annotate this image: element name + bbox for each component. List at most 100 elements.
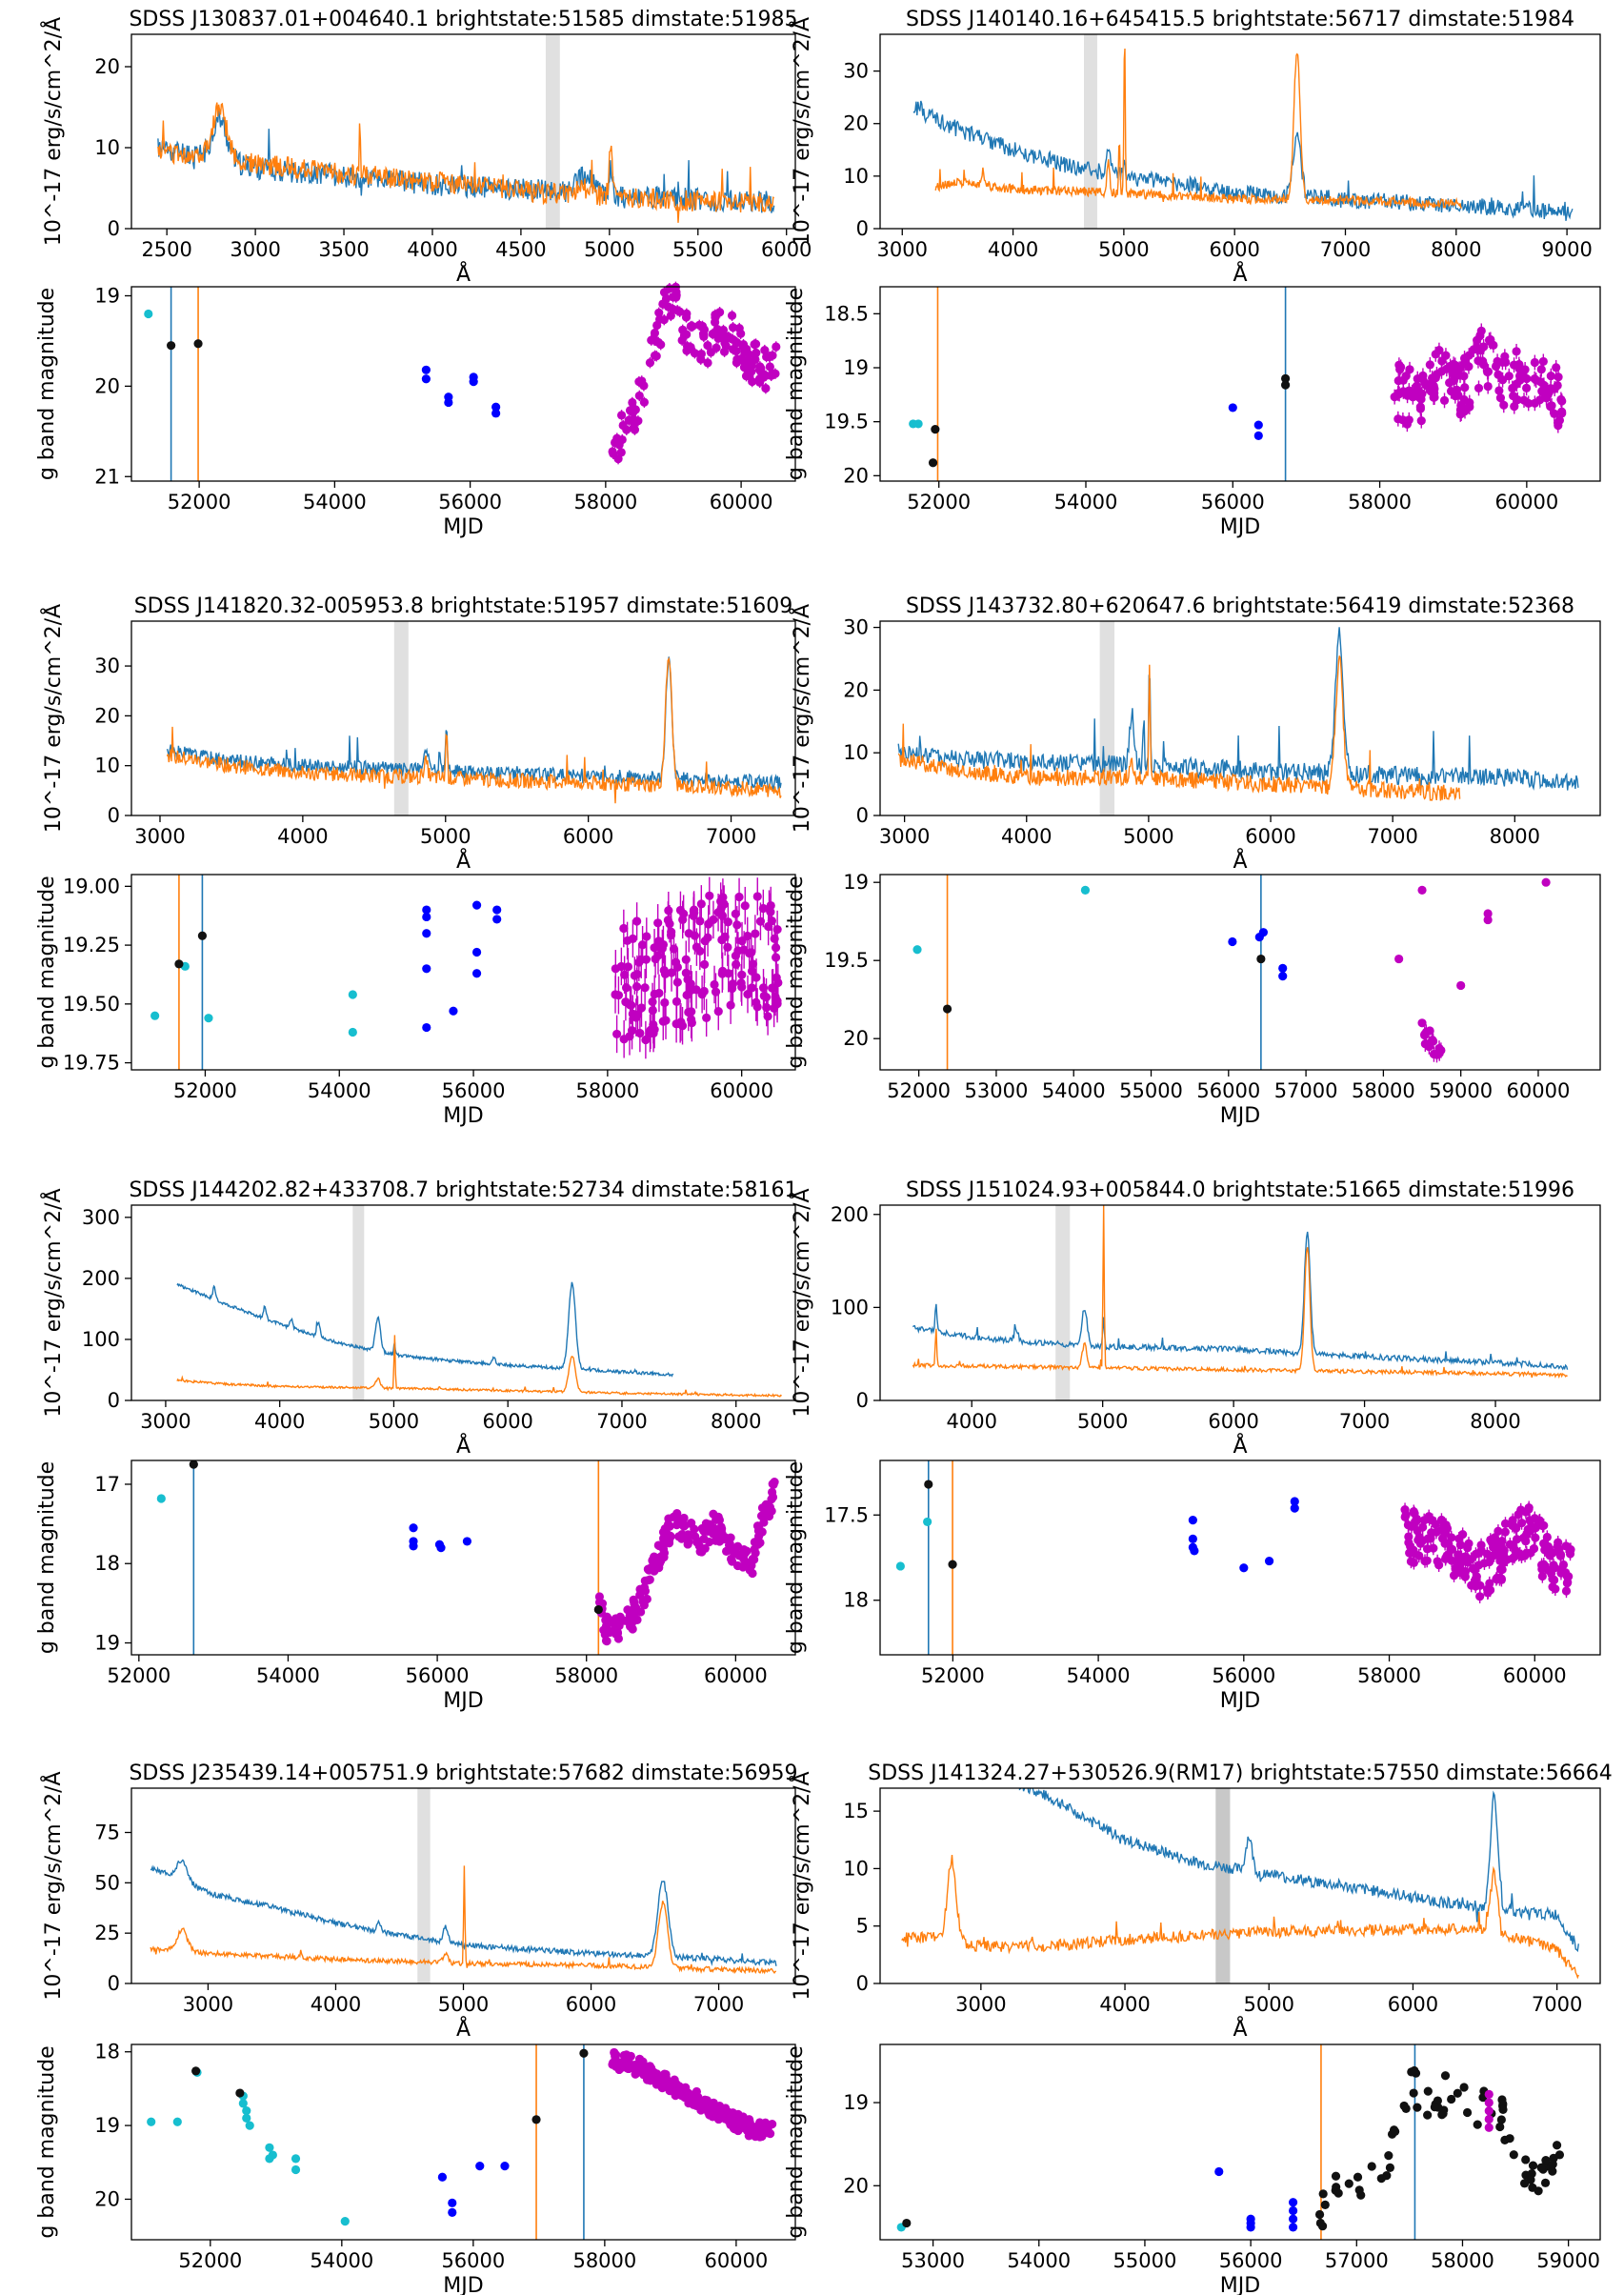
magenta-point [617, 434, 627, 445]
lightcurve-xtick-label: 59000 [1429, 1079, 1493, 1102]
black-point [1453, 2088, 1462, 2098]
spectrum-bright-line [912, 1231, 1569, 1371]
lightcurve-xtick-label: 56000 [1196, 1079, 1260, 1102]
magenta-point [628, 1624, 637, 1634]
spectrum-xtick-label: 5000 [584, 238, 634, 261]
lightcurve-ytick-label: 19.00 [63, 875, 120, 897]
magenta-point [677, 1530, 687, 1540]
magenta-point [1490, 1533, 1500, 1542]
magenta-point [705, 1537, 714, 1547]
spectrum-plot: 3000 4000 5000 6000 7000 0 10 20 30 Å 10^-17 erg/s… [40, 594, 796, 874]
magenta-point [677, 2091, 687, 2101]
magenta-point [696, 354, 706, 364]
magenta-point [1476, 326, 1486, 335]
magenta-point [720, 331, 730, 341]
lightcurve-xtick-label: 58000 [1352, 1079, 1415, 1102]
magenta-point [645, 2062, 654, 2071]
magenta-point [1474, 1548, 1484, 1558]
spectrum-lines [157, 102, 775, 223]
black-point [1548, 2160, 1557, 2169]
magenta-point [697, 990, 707, 999]
blue-point [491, 409, 501, 418]
magenta-point [1499, 1558, 1509, 1567]
magenta-point [650, 943, 659, 953]
magenta-point [761, 384, 771, 393]
magenta-point [1434, 1048, 1444, 1058]
blue-point [1253, 431, 1263, 440]
panel-title: SDSS J151024.93+005844.0 brightstate:516… [906, 1178, 1574, 1202]
lightcurve-ytick-label: 20 [843, 2174, 869, 2197]
blue-point [449, 1006, 458, 1016]
magenta-point [1400, 1512, 1410, 1521]
magenta-point [1442, 364, 1452, 373]
magenta-point [752, 892, 762, 901]
spectrum-xtick-label: 8000 [1470, 1410, 1520, 1433]
lightcurve-ytick-label: 17 [94, 1473, 120, 1496]
magenta-point [1411, 1517, 1420, 1526]
magenta-point [654, 1563, 664, 1573]
lightcurve-xtick-label: 55000 [1119, 1079, 1183, 1102]
magenta-point [650, 989, 659, 999]
panel-title: SDSS J235439.14+005751.9 brightstate:576… [129, 1762, 797, 1785]
magenta-point [1483, 381, 1493, 392]
magenta-point [642, 2075, 652, 2084]
lightcurve-frame [879, 1460, 1601, 1656]
spectrum-frame [879, 33, 1601, 230]
magenta-point [645, 358, 655, 368]
magenta-point [638, 940, 648, 950]
spectrum-lines [176, 1281, 782, 1399]
magenta-point [732, 920, 742, 930]
magenta-point [1456, 980, 1466, 991]
magenta-point [734, 323, 744, 333]
lightcurve-ytick-label: 18.5 [824, 302, 869, 325]
cyan-point [265, 2143, 274, 2152]
blue-point [422, 929, 431, 938]
magenta-point [713, 2114, 724, 2124]
magenta-point [1561, 1586, 1572, 1596]
black-point [531, 2115, 541, 2124]
blue-point [475, 2162, 485, 2171]
lightcurve-ytick-label: 20 [843, 1027, 869, 1050]
magenta-point [1395, 365, 1405, 374]
magenta-point [628, 1009, 637, 1018]
magenta-point [1539, 1560, 1549, 1569]
spectrum-dim-line [157, 102, 775, 223]
panel-2: 3000 4000 5000 6000 7000 8000 9000 0 10 20 30 Å 10^-… [784, 8, 1601, 539]
cyan-point [245, 2121, 254, 2130]
magenta-point [1552, 363, 1561, 372]
cyan-point [172, 2117, 182, 2126]
spectrum-xtick-label: 7000 [706, 825, 756, 848]
magenta-point [1545, 1551, 1554, 1560]
magenta-point [1516, 1552, 1527, 1561]
magenta-point [687, 985, 696, 995]
masked-band [1215, 1788, 1231, 1983]
masked-band [352, 1205, 365, 1400]
magenta-point [1484, 2123, 1494, 2132]
spectrum-ytick-label: 0 [856, 804, 869, 827]
spectrum-ytick-label: 10 [94, 136, 120, 159]
magenta-point [732, 346, 741, 356]
spectrum-ytick-label: 20 [843, 112, 869, 135]
magenta-point [616, 448, 626, 457]
spectrum-xtick-label: 5000 [1123, 825, 1173, 848]
black-point [1548, 2166, 1557, 2176]
magenta-point [724, 969, 733, 978]
cyan-point [291, 2154, 301, 2164]
magenta-point [630, 1599, 639, 1608]
magenta-point [1551, 1584, 1560, 1594]
black-point [928, 458, 938, 468]
magenta-point [640, 1586, 651, 1596]
lightcurve-plot: 52000 54000 56000 58000 60000 18 19 20 MJD g band… [35, 2041, 796, 2295]
spectrum-plot: 2500 3000 3500 4000 4500 5000 5500 6000 0 10 20 Å 10… [40, 8, 812, 287]
panel-6: 4000 5000 6000 7000 8000 0 100 200 Å 10^-17 erg/s… [784, 1178, 1601, 1713]
magenta-point [653, 951, 663, 960]
spectrum-xtick-label: 4000 [988, 238, 1038, 261]
magenta-point [1429, 1543, 1438, 1553]
spectrum-xtick-label: 7000 [1320, 238, 1371, 261]
blue-point [492, 915, 502, 924]
magenta-point [660, 2076, 671, 2085]
spectrum-ytick-label: 5 [856, 1915, 869, 1938]
magenta-point [720, 2114, 730, 2124]
magenta-point [690, 931, 700, 940]
lightcurve-xlabel: MJD [1220, 515, 1260, 539]
